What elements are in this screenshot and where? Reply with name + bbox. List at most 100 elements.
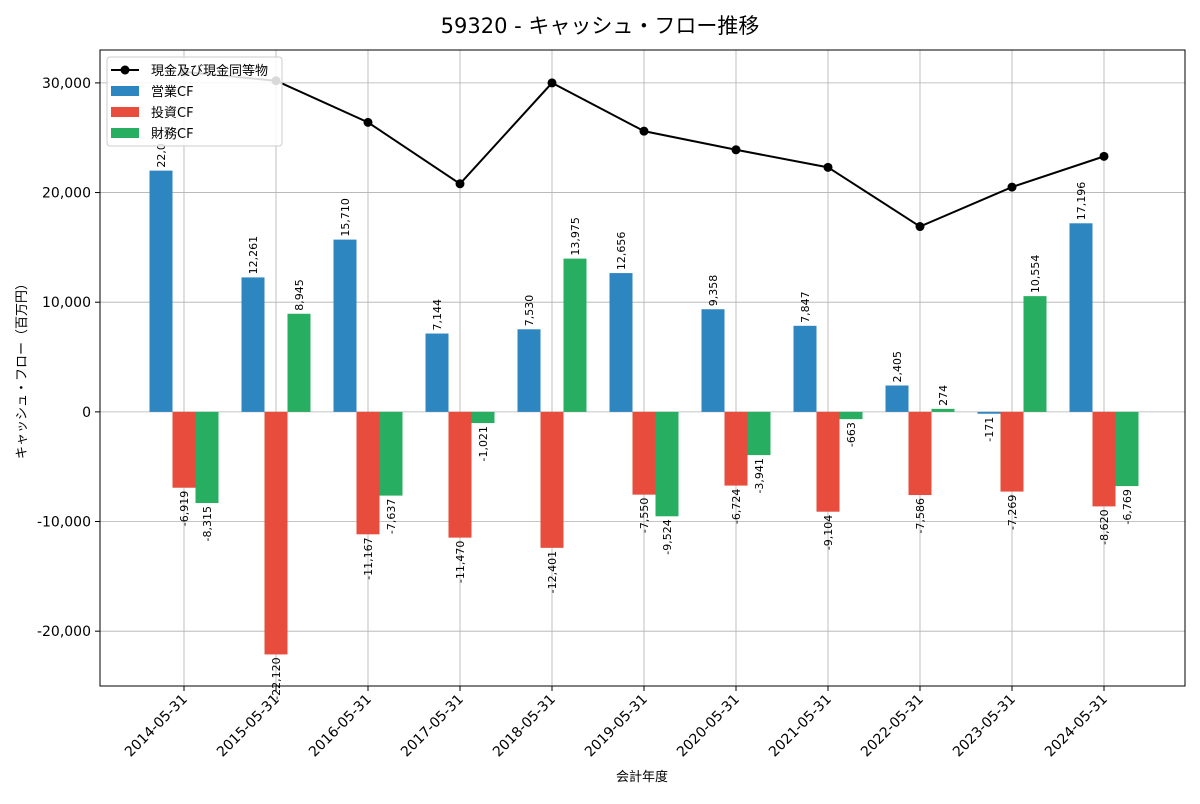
bar-value-label: 17,196 bbox=[1075, 182, 1088, 221]
cash-point-2020-05-31 bbox=[731, 145, 741, 155]
bar-3-2016-05-31 bbox=[379, 411, 403, 496]
x-tick-label: 2024-05-31 bbox=[1042, 692, 1111, 761]
bar-value-label: -171 bbox=[983, 417, 996, 442]
cash-point-2017-05-31 bbox=[455, 179, 465, 189]
bar-value-label: 7,847 bbox=[799, 291, 812, 323]
bar-1-2023-05-31 bbox=[977, 411, 1001, 414]
x-tick-label: 2020-05-31 bbox=[674, 692, 743, 761]
bar-value-label: -11,470 bbox=[454, 541, 467, 583]
x-tick-label: 2022-05-31 bbox=[858, 692, 927, 761]
bar-value-label: 12,261 bbox=[247, 236, 260, 275]
bar-value-label: 9,358 bbox=[707, 275, 720, 307]
legend-box bbox=[106, 56, 283, 147]
x-tick-label: 2019-05-31 bbox=[582, 692, 651, 761]
y-tick-label: 30,000 bbox=[42, 76, 91, 92]
bar-3-2017-05-31 bbox=[471, 411, 495, 424]
x-tick-label: 2021-05-31 bbox=[766, 692, 835, 761]
cash-point-2023-05-31 bbox=[1007, 182, 1017, 192]
legend-label: 財務CF bbox=[151, 127, 194, 142]
x-tick-label: 2016-05-31 bbox=[306, 692, 375, 761]
bar-3-2019-05-31 bbox=[655, 411, 679, 517]
bar-2-2017-05-31 bbox=[448, 411, 472, 538]
bar-3-2015-05-31 bbox=[287, 313, 311, 412]
bar-value-label: 7,530 bbox=[523, 295, 536, 327]
legend-label: 投資CF bbox=[151, 105, 194, 121]
bar-1-2017-05-31 bbox=[425, 333, 449, 412]
bar-1-2015-05-31 bbox=[241, 277, 265, 412]
bar-2-2016-05-31 bbox=[356, 411, 380, 535]
bar-2-2014-05-31 bbox=[172, 411, 196, 488]
bar-value-label: 15,710 bbox=[339, 198, 352, 237]
bar-value-label: -7,637 bbox=[385, 499, 398, 534]
x-tick-label: 2014-05-31 bbox=[122, 692, 191, 761]
cash-point-2021-05-31 bbox=[823, 162, 833, 172]
y-tick-label: -20,000 bbox=[37, 624, 91, 640]
bar-2-2015-05-31 bbox=[264, 411, 288, 655]
bar-value-label: 13,975 bbox=[569, 217, 582, 256]
bar-value-label: 274 bbox=[937, 385, 950, 406]
bar-value-label: -7,550 bbox=[638, 498, 651, 533]
bars bbox=[149, 170, 1139, 655]
bar-2-2018-05-31 bbox=[540, 411, 564, 548]
legend-label: 営業CF bbox=[151, 84, 194, 100]
bar-value-label: 22,0 bbox=[155, 143, 168, 168]
bar-value-label: -12,401 bbox=[546, 551, 559, 593]
bar-value-label: 10,554 bbox=[1029, 255, 1042, 294]
y-tick-label: 0 bbox=[82, 405, 91, 421]
bar-value-label: 8,945 bbox=[293, 279, 306, 311]
bar-value-label: -3,941 bbox=[753, 458, 766, 493]
legend-label: 現金及び現金同等物 bbox=[151, 63, 268, 79]
bar-3-2021-05-31 bbox=[839, 411, 863, 420]
bar-value-label: 2,405 bbox=[891, 351, 904, 383]
bar-3-2014-05-31 bbox=[195, 411, 219, 504]
bar-2-2019-05-31 bbox=[632, 411, 656, 495]
bar-value-label: -6,769 bbox=[1121, 489, 1134, 524]
bar-3-2024-05-31 bbox=[1115, 411, 1139, 487]
x-tick-label: 2017-05-31 bbox=[398, 692, 467, 761]
legend-bar-swatch bbox=[111, 107, 139, 117]
x-axis-label: 会計年度 bbox=[616, 769, 668, 785]
bar-2-2022-05-31 bbox=[908, 411, 932, 496]
bar-3-2018-05-31 bbox=[563, 258, 587, 412]
bar-value-label: -1,021 bbox=[477, 426, 490, 461]
y-tick-label: -10,000 bbox=[37, 515, 91, 531]
bar-value-label: 7,144 bbox=[431, 299, 444, 331]
cash-point-2019-05-31 bbox=[639, 126, 649, 136]
bar-value-label: -9,524 bbox=[661, 519, 674, 554]
x-tick-label: 2015-05-31 bbox=[214, 692, 283, 761]
bar-value-label: -22,120 bbox=[270, 657, 283, 699]
bar-value-label: -7,586 bbox=[914, 498, 927, 533]
bar-3-2022-05-31 bbox=[931, 408, 955, 412]
bar-value-label: -6,724 bbox=[730, 489, 743, 524]
legend-bar-swatch bbox=[111, 86, 139, 96]
cash-point-2022-05-31 bbox=[915, 222, 925, 232]
bar-2-2024-05-31 bbox=[1092, 411, 1116, 507]
bar-value-label: -7,269 bbox=[1006, 495, 1019, 530]
y-tick-label: 20,000 bbox=[42, 186, 91, 202]
bar-1-2021-05-31 bbox=[793, 325, 817, 412]
bar-1-2024-05-31 bbox=[1069, 223, 1093, 412]
y-axis-label: キャッシュ・フロー（百万円） bbox=[15, 277, 30, 459]
cash-point-2018-05-31 bbox=[547, 78, 557, 88]
bar-2-2020-05-31 bbox=[724, 411, 748, 486]
x-tick-label: 2023-05-31 bbox=[950, 692, 1019, 761]
bar-value-label: -6,919 bbox=[178, 491, 191, 526]
y-tick-label: 10,000 bbox=[42, 295, 91, 311]
bar-1-2020-05-31 bbox=[701, 309, 725, 412]
x-tick-label: 2018-05-31 bbox=[490, 692, 559, 761]
bar-value-label: -11,167 bbox=[362, 537, 375, 579]
bar-1-2022-05-31 bbox=[885, 385, 909, 412]
bar-1-2016-05-31 bbox=[333, 239, 357, 412]
bar-3-2020-05-31 bbox=[747, 411, 771, 456]
plot-frame bbox=[99, 49, 1186, 687]
chart-title: 59320 - キャッシュ・フロー推移 bbox=[441, 14, 760, 38]
legend-marker-swatch bbox=[120, 65, 130, 75]
bar-value-label: -8,620 bbox=[1098, 509, 1111, 544]
cash-point-2024-05-31 bbox=[1099, 151, 1109, 161]
data-labels: 22,0 12,261 15,710 7,144 7,530 12,656 9,358 7,8… bbox=[155, 143, 1134, 700]
bar-value-label: -8,315 bbox=[201, 506, 214, 541]
bar-3-2023-05-31 bbox=[1023, 296, 1047, 412]
